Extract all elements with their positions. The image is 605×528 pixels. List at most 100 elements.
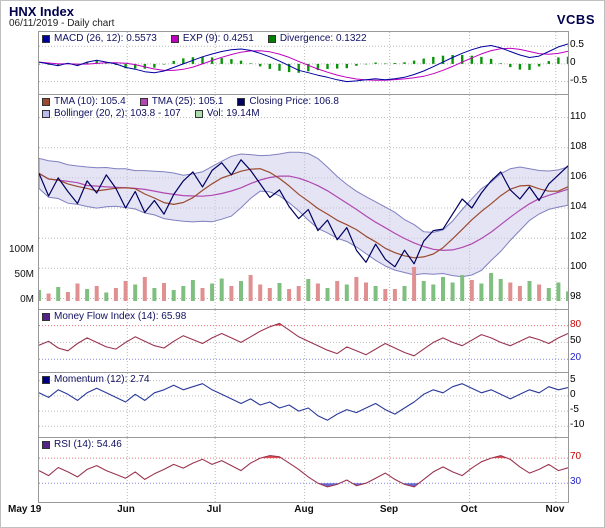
divergence-bar [57,63,60,66]
y-axis-label: -5 [570,404,579,415]
x-axis-label: May 19 [8,504,42,515]
volume-bar [373,286,378,301]
divergence-bar [470,55,473,64]
volume-bar [190,280,195,301]
divergence-bar [412,60,416,64]
volume-bar [133,284,138,301]
legend-swatch-icon [42,313,50,321]
momentum-panel: Momentum (12): 2.74 [39,373,568,438]
divergence-bar [134,63,137,69]
legend-label: MACD (26, 12): 0.5573 [54,33,157,44]
divergence-bar [518,63,522,70]
divergence-bar [249,63,252,64]
volume-bar [210,283,215,301]
legend-item: Money Flow Index (14): 65.98 [42,311,186,323]
y-axis-label: 100 [570,261,587,272]
y-axis-label: 106 [570,171,587,182]
divergence-bar [432,56,435,64]
macd-line [39,43,568,83]
y-axis-label: 98 [570,291,582,302]
volume-bar [152,288,157,301]
chart-canvas[interactable]: MACD (26, 12): 0.5573 EXP (9): 0.4251 Dive… [38,31,569,503]
rsi-panel: RSI (14): 54.46 [39,438,568,502]
y-axis-label: -0.5 [570,75,588,86]
divergence-bar [297,63,300,73]
x-axis-label: Nov [545,504,565,515]
volume-bar [287,289,292,301]
volume-axis-label: 100M [8,244,34,255]
legend-swatch-icon [139,98,148,106]
volume-bar [566,291,568,301]
mfi-panel: Money Flow Index (14): 65.98 [39,310,568,373]
y-axis-label: -10 [570,419,585,430]
divergence-bar [239,60,243,64]
legend-item: Bollinger (20, 2): 103.8 - 107 [42,108,181,120]
y-axis-label: 50 [570,335,582,346]
legend-label: TMA (25): 105.1 [151,96,224,107]
volume-bar [335,281,340,301]
divergence-bar [547,61,550,64]
price-legend: TMA (10): 105.4 TMA (25): 105.1 Closing Pr… [42,96,339,108]
divergence-bar [278,63,281,71]
legend-label: EXP (9): 0.4251 [182,33,254,44]
volume-bar [65,292,70,301]
divergence-bar [95,60,98,64]
volume-bar [383,289,388,301]
divergence-bar [499,63,502,64]
volume-bar [85,289,90,301]
volume-bar [489,273,494,301]
volume-bar [104,292,109,301]
volume-bar [171,290,176,301]
divergence-bar [268,63,271,69]
legend-swatch-icon [42,35,50,43]
page-title: HNX Index [9,4,75,19]
volume-bar [537,284,542,301]
legend-label: Vol: 19.14M [206,108,260,119]
volume-bar [239,281,243,301]
legend-swatch-icon [267,35,276,43]
divergence-bar [451,55,454,64]
rsi-line [39,455,568,488]
volume-bar [258,284,263,301]
rsi-plot [39,438,568,502]
volume-bar [56,287,61,301]
divergence-bar [39,63,41,65]
macd-panel: MACD (26, 12): 0.5573 EXP (9): 0.4251 Dive… [39,32,568,95]
volume-bar [142,277,147,301]
legend-swatch-icon [42,376,50,384]
momentum-legend: Momentum (12): 2.74 [42,374,150,386]
divergence-bar [566,56,568,64]
divergence-bar [162,63,166,65]
volume-bar [402,286,407,301]
divergence-bar [85,61,89,64]
y-axis-label: 0 [570,57,576,68]
y-axis-label: 30 [570,476,582,487]
y-axis-label: 108 [570,141,587,152]
volume-bar [315,283,320,301]
tma10-line [39,168,568,259]
volume-bar [421,281,426,301]
divergence-bar [153,63,156,68]
divergence-bar [182,58,185,64]
legend-label: Closing Price: 106.8 [249,96,339,107]
volume-bar [441,277,445,301]
mfi-legend: Money Flow Index (14): 65.98 [42,311,186,323]
legend-label: RSI (14): 54.46 [54,439,122,450]
x-axis-label: Aug [294,504,314,515]
divergence-bar [537,63,541,67]
price-plot [39,95,568,309]
divergence-bar [461,55,464,64]
volume-bar [517,286,522,301]
legend-item: EXP (9): 0.4251 [170,33,254,45]
x-axis-label: Jul [206,504,222,515]
volume-bar [556,282,561,301]
divergence-bar [557,57,560,64]
divergence-bar [480,56,483,64]
divergence-bar [509,63,512,68]
x-axis-label: Oct [460,504,478,515]
volume-axis-label: 50M [14,269,34,280]
legend-label: Momentum (12): 2.74 [54,374,150,385]
x-axis-label: Jun [117,504,135,515]
y-axis-label: 110 [570,111,586,122]
